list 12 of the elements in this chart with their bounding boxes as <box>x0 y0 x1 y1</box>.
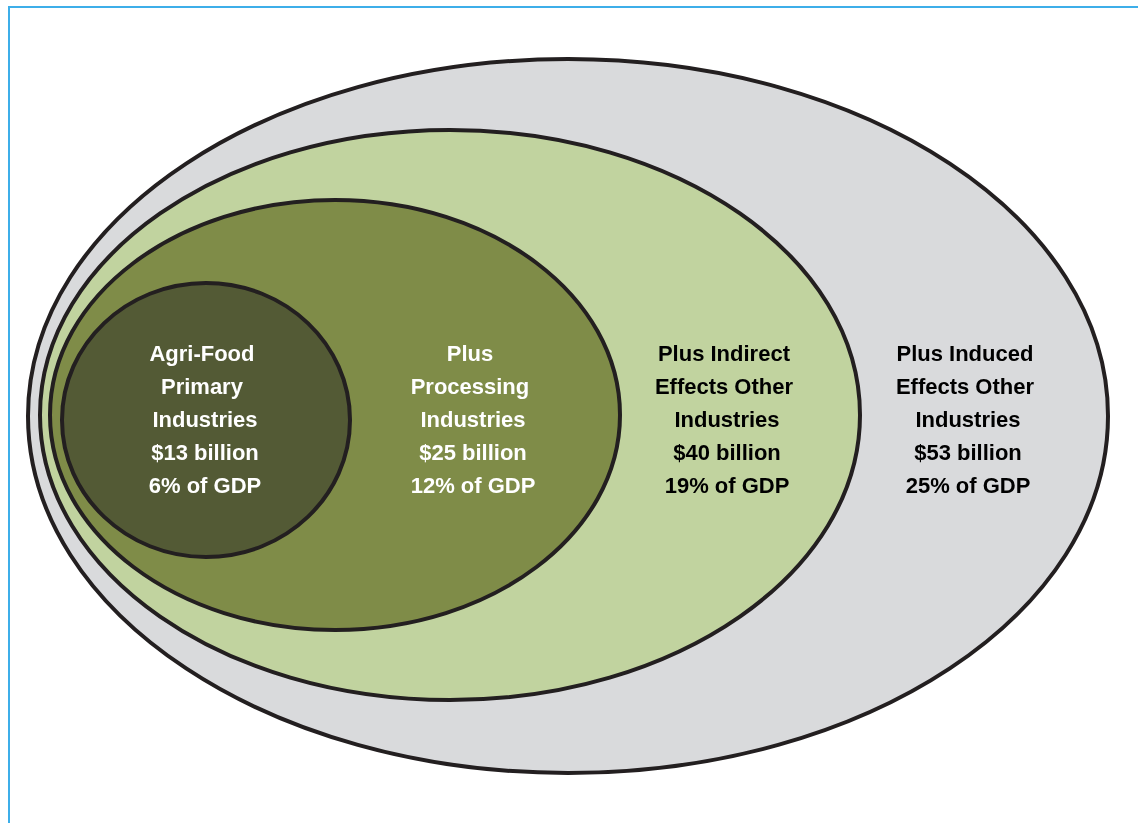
text: 25% of GDP <box>905 472 1031 498</box>
text: 19% of GDP <box>664 472 790 498</box>
data-label: $53 billion <box>914 439 1022 465</box>
data-label: $13 billion <box>151 439 259 465</box>
category-label: Plus Indirect Effects Other Industries <box>654 340 800 432</box>
category-label: Agri-Food Primary Industries <box>149 340 261 432</box>
data-label: $25 billion <box>419 439 527 465</box>
text: 6% of GDP <box>148 472 262 498</box>
data-label: $40 billion <box>673 439 781 465</box>
category-label: Plus Processing Industries <box>410 340 536 432</box>
text: 12% of GDP <box>410 472 536 498</box>
category-label: Plus Induced Effects Other Industries <box>895 340 1041 432</box>
